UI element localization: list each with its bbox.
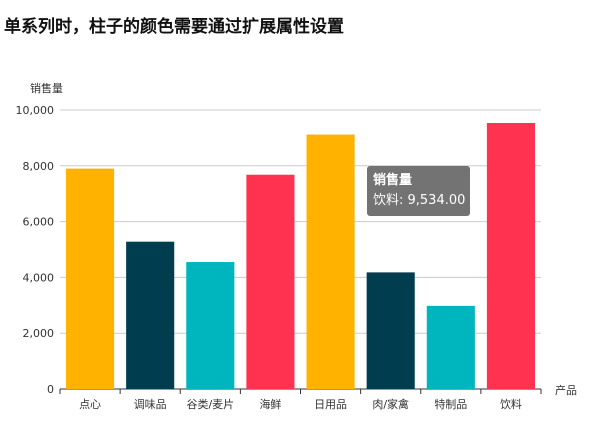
bar-7 xyxy=(426,305,475,389)
x-tick-label: 特制品 xyxy=(434,397,467,411)
x-axis-label: 产品 xyxy=(555,383,577,397)
y-tick-label: 4,000 xyxy=(23,271,55,284)
y-tick-label: 8,000 xyxy=(23,160,55,173)
page-title: 单系列时，柱子的颜色需要通过扩展属性设置 xyxy=(4,17,344,37)
x-tick-label: 谷类/麦片 xyxy=(186,397,234,411)
x-tick-label: 调味品 xyxy=(134,398,167,411)
x-tick-label: 点心 xyxy=(79,398,101,411)
bar-4 xyxy=(246,174,295,389)
chart-tooltip: 销售量 饮料: 9,534.00 xyxy=(367,166,471,216)
x-tick-label: 海鲜 xyxy=(259,397,281,411)
y-tick-label: 6,000 xyxy=(23,216,55,229)
bar-1 xyxy=(66,168,115,389)
tooltip-value: 饮料: 9,534.00 xyxy=(373,193,466,208)
y-tick-label: 0 xyxy=(47,383,54,396)
tooltip-title: 销售量 xyxy=(373,173,413,188)
bar-6 xyxy=(366,272,415,389)
bar-3 xyxy=(186,262,235,389)
y-tick-label: 2,000 xyxy=(23,327,55,340)
x-tick-label: 肉/家禽 xyxy=(372,397,409,411)
x-tick-label: 饮料 xyxy=(500,397,522,411)
bar-5 xyxy=(306,134,355,389)
y-tick-label: 10,000 xyxy=(16,104,55,117)
y-axis-label: 销售量 xyxy=(30,81,63,95)
bar-2 xyxy=(126,241,175,389)
x-tick-label: 日用品 xyxy=(314,398,347,411)
bar-8 xyxy=(486,123,535,389)
